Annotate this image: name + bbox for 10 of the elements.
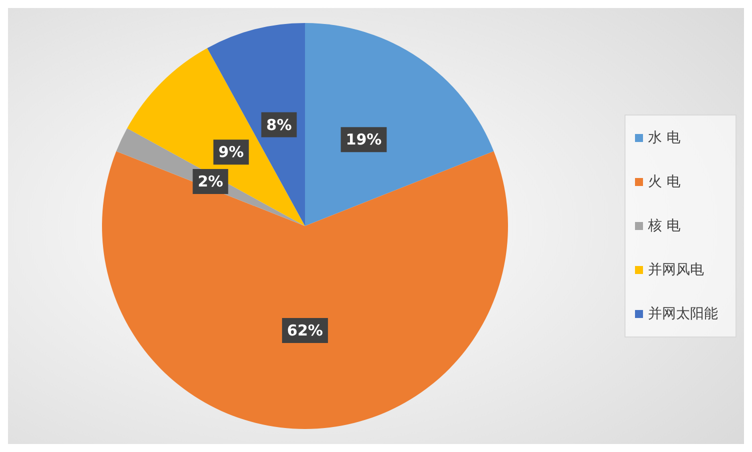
legend-label: 水 电 — [648, 130, 680, 146]
legend-label: 并网风电 — [648, 262, 704, 278]
legend-label: 并网太阳能 — [648, 306, 718, 322]
legend-label: 核 电 — [647, 218, 680, 234]
data-label: 62% — [287, 322, 323, 340]
data-label: 8% — [266, 116, 292, 134]
data-label: 19% — [346, 130, 382, 149]
legend-label: 火 电 — [648, 174, 680, 190]
data-label: 9% — [218, 143, 244, 162]
data-label: 2% — [198, 172, 224, 191]
